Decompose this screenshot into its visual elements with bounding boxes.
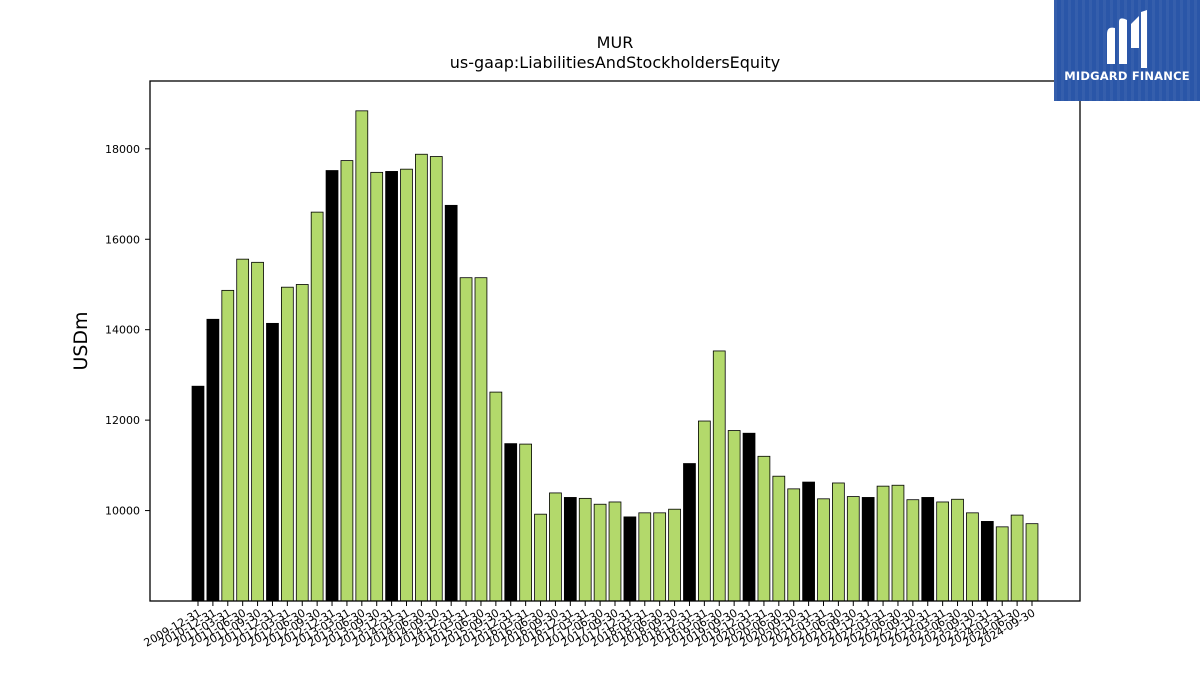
y-tick-label: 18000	[105, 143, 140, 156]
bar-2010-12-31	[206, 318, 220, 602]
y-tick-label: 12000	[105, 414, 140, 427]
bar-2014-06-30	[415, 153, 428, 602]
bar-2023-12-31	[980, 521, 994, 602]
y-tick-label: 14000	[105, 324, 140, 337]
bar-2019-06-30	[712, 350, 726, 602]
y-tick-label: 10000	[105, 505, 140, 518]
bar-2023-06-30	[951, 498, 964, 602]
bar-2016-12-31	[563, 497, 577, 602]
bar-2013-09-30	[370, 171, 384, 602]
bar-2018-12-31	[683, 463, 696, 602]
bar-2020-12-31	[802, 481, 815, 602]
bar-2018-06-30	[653, 512, 667, 602]
bar-2017-03-31	[578, 497, 592, 602]
bar-2022-03-31	[876, 485, 890, 602]
bar-2014-09-30	[429, 156, 443, 602]
bar-2012-03-31	[280, 286, 294, 602]
bar-2013-12-31	[385, 171, 398, 602]
bar-2020-03-31	[757, 455, 771, 602]
bar-2022-12-31	[921, 497, 935, 602]
bar-2009-12-31	[191, 385, 205, 602]
chart-subtitle: us-gaap:LiabilitiesAndStockholdersEquity	[450, 53, 781, 72]
bar-2013-03-31	[340, 160, 354, 602]
y-tick-label: 16000	[105, 233, 140, 246]
bar-2016-03-31	[519, 443, 533, 602]
bar-2013-06-30	[355, 110, 369, 602]
bar-2019-12-31	[742, 432, 756, 602]
bar-2021-09-30	[846, 496, 860, 602]
bar-2020-06-30	[772, 475, 786, 602]
bar-2021-03-31	[817, 498, 830, 602]
bar-2011-06-30	[236, 258, 250, 602]
bar-2021-06-30	[832, 482, 845, 602]
bar-2018-09-30	[668, 508, 681, 602]
bar-2023-03-31	[936, 501, 950, 602]
bar-2011-12-31	[266, 322, 279, 602]
x-ticks-group: 2009-12-312010-12-312011-03-312011-06-30…	[142, 601, 1038, 650]
bar-2016-09-30	[549, 492, 562, 602]
bar-2021-12-31	[861, 497, 875, 602]
bar-2012-06-30	[295, 284, 309, 602]
brand-name: MIDGARD FINANCE	[1064, 69, 1190, 83]
bar-2017-09-30	[608, 501, 622, 602]
bar-2020-09-30	[787, 488, 801, 602]
bar-2011-09-30	[251, 261, 264, 602]
bar-2015-03-31	[459, 277, 473, 602]
bar-2024-09-30	[1025, 523, 1039, 602]
y-axis-label: USDm	[70, 311, 92, 370]
midgard-logo-icon	[1107, 10, 1147, 68]
chart-title: MUR	[597, 33, 634, 52]
bar-2012-09-30	[310, 211, 324, 602]
bar-2023-09-30	[966, 512, 979, 602]
bar-2014-12-31	[444, 204, 458, 602]
bar-2024-03-31	[995, 526, 1009, 602]
bar-2022-09-30	[906, 499, 920, 602]
bar-2024-06-30	[1010, 514, 1024, 602]
midgard-finance-logo: MIDGARD FINANCE	[1054, 0, 1200, 101]
bar-2019-09-30	[727, 430, 741, 602]
bar-2012-12-31	[325, 170, 339, 602]
bar-2017-06-30	[593, 503, 607, 602]
bar-2015-06-30	[474, 277, 488, 602]
bar-2019-03-31	[698, 420, 711, 602]
bar-2015-09-30	[489, 391, 503, 602]
y-ticks-group: 10000 12000 14000 16000 18000	[105, 143, 150, 518]
plot-frame	[149, 80, 1081, 602]
bar-2017-12-31	[623, 516, 637, 602]
bar-2014-03-31	[400, 168, 413, 602]
bar-2011-03-31	[221, 289, 235, 602]
bar-2018-03-31	[638, 512, 652, 602]
bars-group	[191, 110, 1039, 602]
bar-2015-12-31	[504, 443, 518, 602]
bar-2022-06-30	[891, 484, 905, 602]
bar-2016-06-30	[534, 513, 547, 602]
